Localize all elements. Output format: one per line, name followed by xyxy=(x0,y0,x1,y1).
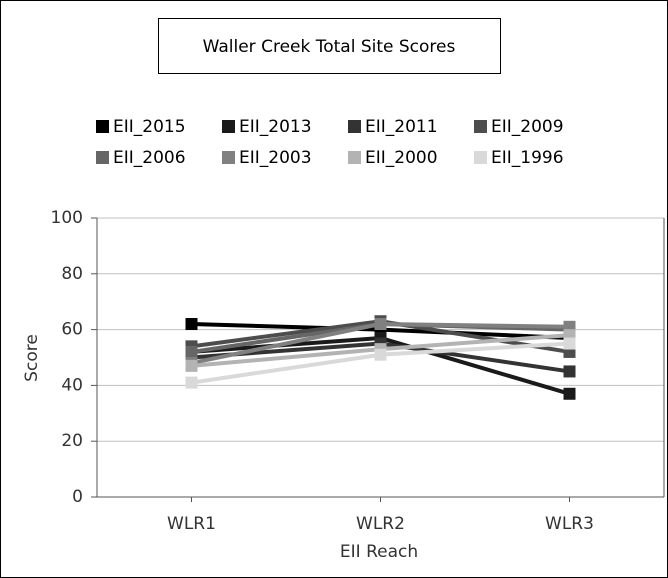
legend-label: EII_2000 xyxy=(365,148,438,168)
point xyxy=(374,348,387,361)
x-tick-label: WLR2 xyxy=(356,514,405,534)
point xyxy=(563,337,576,350)
y-tick-label: 0 xyxy=(72,487,83,507)
legend-swatch xyxy=(96,120,109,133)
point xyxy=(185,376,198,389)
x-tick-label: WLR1 xyxy=(167,514,216,534)
y-tick-label: 40 xyxy=(61,375,83,395)
point xyxy=(563,365,576,378)
y-axis-label: Score xyxy=(22,334,42,382)
legend-label: EII_2003 xyxy=(239,148,312,168)
legend-label: EII_2011 xyxy=(365,117,438,137)
legend-swatch xyxy=(96,151,109,164)
chart-title: Waller Creek Total Site Scores xyxy=(203,37,456,57)
point xyxy=(563,387,576,400)
legend-swatch xyxy=(474,120,487,133)
point xyxy=(185,345,198,358)
legend-swatch xyxy=(474,151,487,164)
legend-label: EII_2006 xyxy=(113,148,186,168)
legend-label: EII_2015 xyxy=(113,117,186,137)
point xyxy=(374,318,387,331)
y-tick-label: 20 xyxy=(61,431,83,451)
legend-swatch xyxy=(348,120,361,133)
legend-label: EII_2009 xyxy=(491,117,564,137)
legend-swatch xyxy=(222,120,235,133)
y-tick-label: 80 xyxy=(61,264,83,284)
legend-swatch xyxy=(222,151,235,164)
legend-label: EII_1996 xyxy=(491,148,564,168)
legend-swatch xyxy=(348,151,361,164)
y-tick-label: 100 xyxy=(51,208,83,228)
title-box xyxy=(158,18,501,74)
y-tick-label: 60 xyxy=(61,320,83,340)
x-tick-label: WLR3 xyxy=(545,514,594,534)
legend-label: EII_2013 xyxy=(239,117,312,137)
x-axis-label: EII Reach xyxy=(340,542,418,562)
point xyxy=(185,359,198,372)
point xyxy=(185,318,198,331)
